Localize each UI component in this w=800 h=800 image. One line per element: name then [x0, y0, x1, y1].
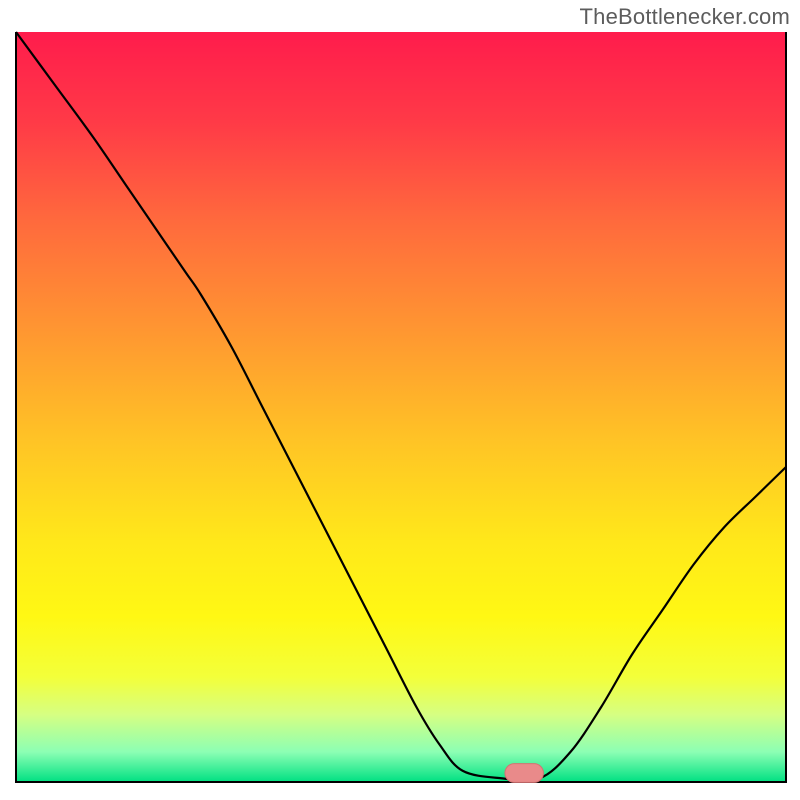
chart-background: [16, 32, 786, 782]
chart-root: TheBottlenecker.com: [0, 0, 800, 800]
watermark-text: TheBottlenecker.com: [580, 4, 790, 30]
optimal-marker: [505, 764, 544, 783]
bottleneck-chart: [0, 0, 800, 800]
